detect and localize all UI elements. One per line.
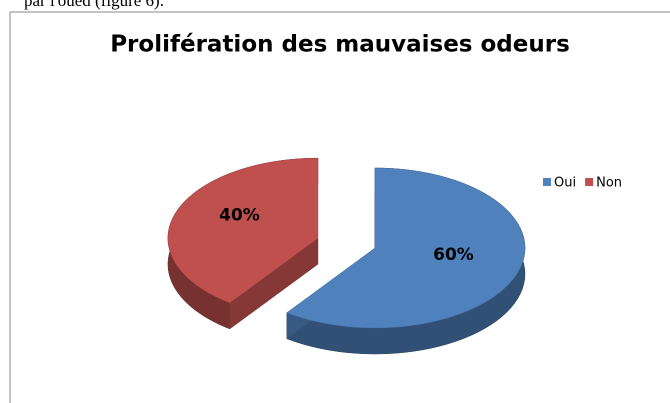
body-text: par l'oued (figure 6). bbox=[24, 0, 164, 10]
data-label: 60% bbox=[433, 245, 474, 265]
legend-label: Oui bbox=[554, 176, 576, 191]
slice-side bbox=[229, 238, 318, 329]
legend-swatch bbox=[585, 178, 594, 186]
slice-top bbox=[167, 157, 319, 304]
legend-swatch bbox=[543, 178, 551, 186]
slice-top bbox=[286, 167, 526, 329]
data-label: 40% bbox=[219, 205, 260, 225]
chart-title: Prolifération des mauvaises odeurs bbox=[110, 32, 570, 58]
pie-slice bbox=[286, 167, 526, 355]
pie-slice bbox=[167, 157, 319, 330]
legend-label: Non bbox=[596, 176, 622, 191]
